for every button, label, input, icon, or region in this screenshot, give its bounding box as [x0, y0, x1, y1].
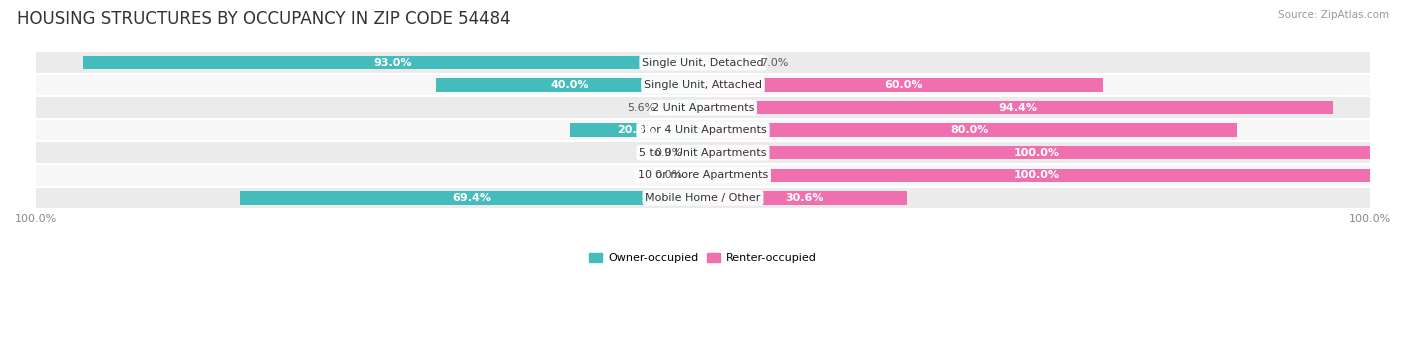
Text: 2 Unit Apartments: 2 Unit Apartments [652, 103, 754, 113]
Text: 100.0%: 100.0% [1014, 148, 1060, 158]
Text: 94.4%: 94.4% [998, 103, 1038, 113]
Text: 5 to 9 Unit Apartments: 5 to 9 Unit Apartments [640, 148, 766, 158]
Text: 7.0%: 7.0% [759, 58, 787, 68]
Bar [703, 168, 1369, 182]
Text: 20.0%: 20.0% [617, 125, 655, 135]
Text: 69.4%: 69.4% [453, 193, 491, 203]
Text: 0.0%: 0.0% [655, 148, 683, 158]
Text: Single Unit, Detached: Single Unit, Detached [643, 58, 763, 68]
Bar [37, 119, 1369, 142]
Bar [690, 146, 703, 160]
Bar [37, 74, 1369, 97]
Bar [703, 123, 1236, 137]
Bar [436, 78, 703, 92]
Text: Mobile Home / Other: Mobile Home / Other [645, 193, 761, 203]
Bar [37, 142, 1369, 164]
Text: 93.0%: 93.0% [374, 58, 412, 68]
Bar [703, 101, 1333, 115]
Text: 10 or more Apartments: 10 or more Apartments [638, 170, 768, 180]
Bar [37, 51, 1369, 74]
Text: 100.0%: 100.0% [1014, 170, 1060, 180]
Bar [569, 123, 703, 137]
Text: 0.0%: 0.0% [655, 170, 683, 180]
Text: 30.6%: 30.6% [786, 193, 824, 203]
Text: 60.0%: 60.0% [884, 80, 922, 90]
Bar [703, 78, 1104, 92]
Bar [37, 187, 1369, 209]
Bar [665, 101, 703, 115]
Text: 40.0%: 40.0% [550, 80, 589, 90]
Text: Source: ZipAtlas.com: Source: ZipAtlas.com [1278, 10, 1389, 20]
Text: HOUSING STRUCTURES BY OCCUPANCY IN ZIP CODE 54484: HOUSING STRUCTURES BY OCCUPANCY IN ZIP C… [17, 10, 510, 28]
Bar [240, 191, 703, 205]
Bar [703, 191, 907, 205]
Bar [703, 146, 1369, 160]
Legend: Owner-occupied, Renter-occupied: Owner-occupied, Renter-occupied [585, 248, 821, 267]
Bar [37, 97, 1369, 119]
Bar [690, 168, 703, 182]
Text: 80.0%: 80.0% [950, 125, 988, 135]
Text: 5.6%: 5.6% [627, 103, 655, 113]
Bar [703, 56, 749, 69]
Text: 3 or 4 Unit Apartments: 3 or 4 Unit Apartments [640, 125, 766, 135]
Bar [37, 164, 1369, 187]
Bar [83, 56, 703, 69]
Text: Single Unit, Attached: Single Unit, Attached [644, 80, 762, 90]
